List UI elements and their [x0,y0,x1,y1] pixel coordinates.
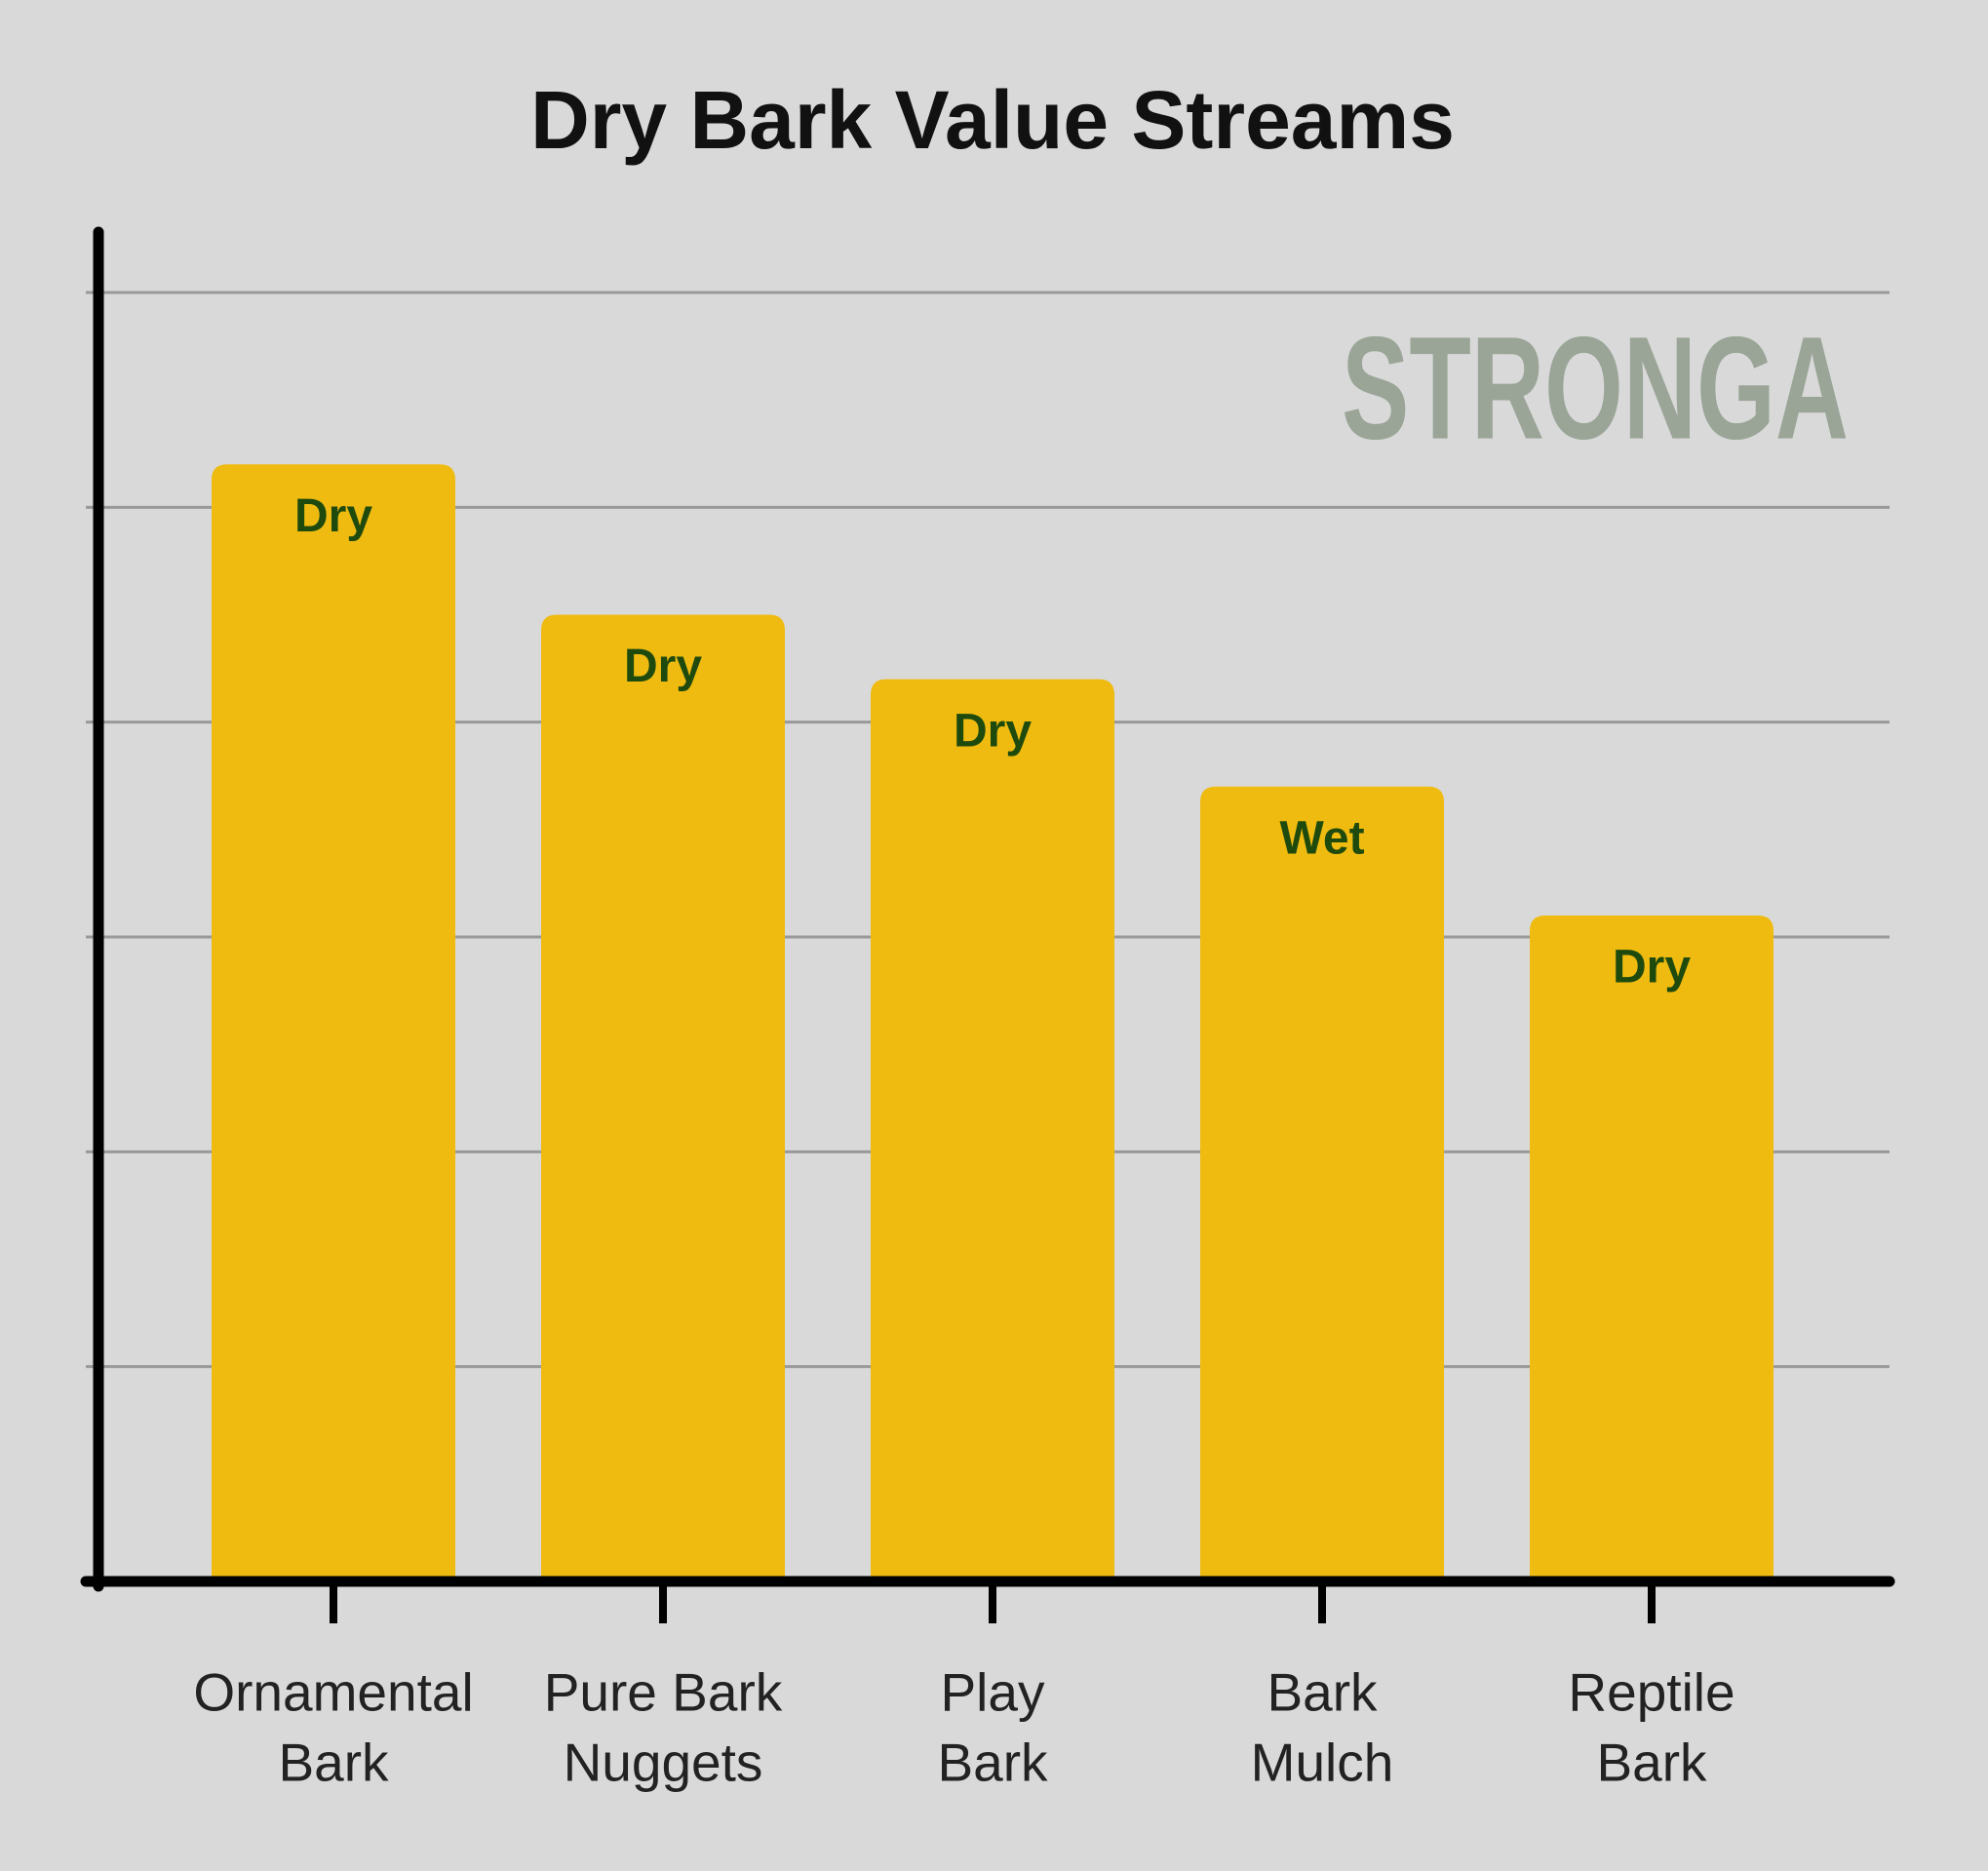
data-label: Dry [1613,942,1691,994]
data-label: Wet [1279,812,1364,864]
x-tick-label: Play [941,1662,1045,1723]
x-tick-label: Bark [1267,1662,1378,1723]
x-tick-label: Reptile [1568,1662,1735,1723]
x-tick-label: Nuggets [564,1733,763,1793]
bar [871,679,1114,1581]
bar [212,464,455,1582]
bar [1200,786,1444,1581]
x-tick-label: Bark [937,1733,1048,1793]
bar [1530,915,1774,1581]
chart-title: Dry Bark Value Streams [530,74,1455,166]
data-label: Dry [624,641,702,692]
data-label: Dry [294,490,372,542]
x-tick-label: Mulch [1251,1733,1394,1793]
x-tick-label: Pure Bark [544,1662,783,1723]
x-tick-label: Bark [1596,1733,1707,1793]
watermark: STRONGA [1342,306,1849,470]
bar [541,614,785,1581]
x-tick-label: Ornamental [193,1662,473,1723]
data-label: Dry [954,705,1032,757]
x-tick-label: Bark [278,1733,389,1793]
